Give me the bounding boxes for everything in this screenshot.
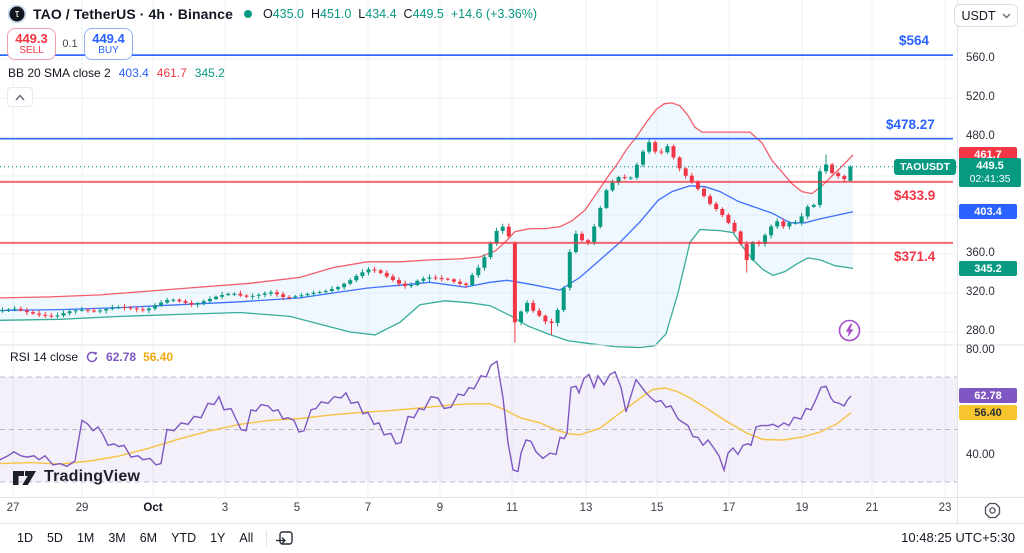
level-label-478.27[interactable]: $478.27 [886, 117, 935, 132]
sell-label: SELL [19, 44, 44, 56]
sell-price: 449.3 [15, 30, 48, 46]
range-button-YTD[interactable]: YTD [171, 531, 197, 545]
axis-settings-button[interactable] [984, 502, 1001, 519]
rsi-legend-title: RSI 14 close [10, 350, 79, 364]
rsi-tick-label: 40.00 [966, 449, 995, 461]
time-tick-label: 5 [293, 502, 301, 514]
high-value: 451.0 [320, 7, 352, 21]
tradingview-logo-text: TradingView [44, 468, 141, 485]
time-tick-label: Oct [143, 502, 163, 514]
sell-button[interactable]: 449.3 SELL [7, 28, 56, 60]
symbol-price-label: TAOUSDT [894, 159, 956, 175]
close-label: C [403, 7, 413, 21]
bb-lower-value: 345.2 [194, 66, 225, 80]
range-button-5D[interactable]: 5D [46, 531, 63, 545]
instant-trading-button[interactable] [838, 319, 861, 342]
gear-icon [984, 502, 1001, 519]
open-label: O [262, 7, 273, 21]
current-price-value: 449.5 [976, 160, 1004, 173]
buy-label: BUY [98, 44, 119, 56]
range-button-3M[interactable]: 3M [108, 531, 126, 545]
ohlc-readout: O435.0 H451.0 L434.4 C449.5 +14.6 (+3.36… [263, 7, 537, 21]
time-tick-label: 15 [650, 502, 664, 514]
range-button-1M[interactable]: 1M [76, 531, 95, 545]
market-status-dot-icon [243, 10, 252, 18]
bottom-toolbar: 1D 5D 1M 3M 6M YTD 1Y All [0, 523, 1024, 553]
rsi-ma-value: 56.40 [143, 350, 174, 364]
axis-badge: 62.78 [959, 388, 1017, 403]
time-tick-label: 23 [938, 502, 952, 514]
axis-badge: 345.2 [959, 261, 1017, 276]
axis-badge: 403.4 [959, 204, 1017, 219]
range-button-6M[interactable]: 6M [139, 531, 158, 545]
change-value: +14.6 (+3.36%) [450, 7, 538, 21]
price-tick-label: 520.0 [966, 91, 995, 103]
tradingview-mark-icon [13, 470, 36, 485]
close-value: 449.5 [412, 7, 444, 21]
time-tick-label: 29 [75, 502, 89, 514]
trade-buttons: 449.3 SELL 0.1 449.4 BUY [7, 28, 133, 60]
spread-value: 0.1 [62, 38, 78, 50]
rsi-value: 62.78 [106, 350, 137, 364]
price-tick-label: 280.0 [966, 325, 995, 337]
chevron-down-icon [1002, 13, 1011, 18]
rsi-indicator-legend[interactable]: RSI 14 close 62.78 56.40 [8, 350, 176, 364]
bb-upper-value: 461.7 [156, 66, 187, 80]
time-tick-label: 17 [722, 502, 736, 514]
low-label: L [358, 7, 366, 21]
go-to-date-button[interactable] [275, 530, 294, 547]
time-tick-label: 21 [865, 502, 879, 514]
legend-collapse-button[interactable] [7, 87, 33, 107]
time-tick-label: 3 [221, 502, 229, 514]
time-tick-label: 27 [6, 502, 20, 514]
time-tick-label: 9 [436, 502, 444, 514]
level-label-371.4[interactable]: $371.4 [894, 249, 936, 264]
symbol-logo-icon[interactable]: τ [8, 5, 26, 23]
toolbar-divider [266, 530, 268, 546]
rsi-tick-label: 80.00 [966, 344, 995, 356]
range-button-1D[interactable]: 1D [17, 531, 33, 545]
bb-legend-title: BB 20 SMA close 2 [8, 66, 111, 80]
calendar-arrow-icon [276, 530, 293, 545]
time-tick-label: 11 [506, 502, 518, 514]
price-tick-label: 480.0 [966, 130, 995, 142]
current-price-badge: 449.5 02:41:35 [959, 158, 1021, 187]
range-button-1Y[interactable]: 1Y [210, 531, 226, 545]
buy-button[interactable]: 449.4 BUY [84, 28, 133, 60]
currency-label: USDT [961, 8, 996, 23]
axis-badge: 56.40 [959, 405, 1017, 420]
lightning-icon [838, 319, 861, 342]
tradingview-logo[interactable]: TradingView [12, 468, 140, 486]
level-label-564[interactable]: $564 [899, 33, 930, 48]
open-value: 435.0 [272, 7, 304, 21]
time-tick-label: 19 [795, 502, 809, 514]
time-tick-label: 7 [364, 502, 372, 514]
time-tick-label: 13 [579, 502, 593, 514]
price-tick-label: 320.0 [966, 286, 995, 298]
symbol-title[interactable]: TAO / TetherUS · 4h · Binance [33, 6, 233, 22]
session-clock[interactable]: 10:48:25 UTC+5:30 [901, 530, 1015, 545]
price-tick-label: 560.0 [966, 52, 995, 64]
buy-price: 449.4 [92, 30, 125, 46]
chevron-up-icon [15, 93, 25, 100]
bb-basis-value: 403.4 [118, 66, 149, 80]
currency-dropdown[interactable]: USDT [954, 4, 1018, 27]
range-button-All[interactable]: All [239, 531, 254, 545]
symbol-header: τ TAO / TetherUS · 4h · Binance O435.0 H… [8, 5, 537, 23]
price-tick-label: 360.0 [966, 247, 995, 259]
bb-indicator-legend[interactable]: BB 20 SMA close 2 403.4 461.7 345.2 [8, 66, 225, 80]
level-label-433.9[interactable]: $433.9 [894, 188, 936, 203]
high-label: H [310, 7, 321, 21]
refresh-icon[interactable] [85, 350, 99, 364]
low-value: 434.4 [365, 7, 397, 21]
bar-countdown: 02:41:35 [969, 172, 1011, 185]
